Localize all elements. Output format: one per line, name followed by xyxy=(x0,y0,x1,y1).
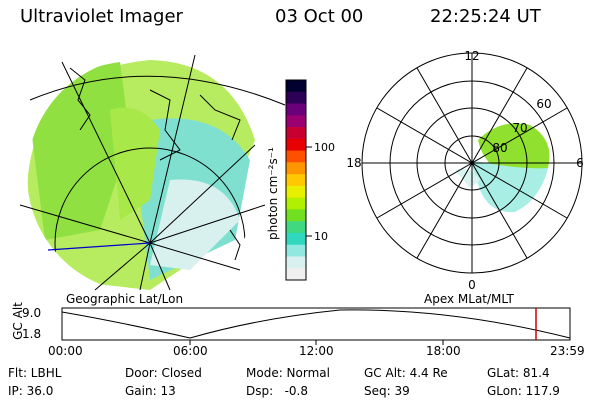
mlat-label-60: 60 xyxy=(536,97,551,111)
geographic-caption: Geographic Lat/Lon xyxy=(66,292,184,306)
mlt-label-6: 6 xyxy=(576,156,584,170)
colorbar-band xyxy=(286,185,306,199)
observation-date: 03 Oct 00 xyxy=(275,6,364,27)
colorbar-band xyxy=(286,256,306,269)
colorbar-band xyxy=(286,162,306,175)
colorbar-band xyxy=(286,150,306,163)
glon-status: GLon: 117.9 xyxy=(487,384,560,398)
apex-caption: Apex MLat/MLT xyxy=(424,292,514,306)
colorbar-frame xyxy=(285,79,307,281)
geographic-aurora-image xyxy=(27,57,263,293)
timeline-xtick-2359: 23:59 xyxy=(550,344,585,358)
colorbar-band xyxy=(286,232,306,246)
colorbar-band xyxy=(286,221,306,234)
seq-status: Seq: 39 xyxy=(364,384,410,398)
door-status: Door: Closed xyxy=(125,366,202,380)
mlat-label-80: 80 xyxy=(492,141,507,155)
colorbar-band xyxy=(286,244,306,257)
colorbar-band xyxy=(286,115,306,128)
colorbar-band xyxy=(286,91,306,105)
colorbar-band xyxy=(286,80,306,93)
colorbar-band xyxy=(286,209,306,222)
ip-status: IP: 36.0 xyxy=(8,384,54,398)
satellite-track-line xyxy=(47,242,151,251)
colorbar-band xyxy=(286,174,306,187)
timeline-ytick-low: 1.8 xyxy=(22,327,42,341)
colorbar xyxy=(286,80,306,281)
colorbar-band xyxy=(286,138,306,152)
colorbar-band xyxy=(286,103,306,116)
timeline-xtick-0600: 06:00 xyxy=(173,344,208,358)
mlt-label-12: 12 xyxy=(464,49,479,63)
colorbar-label: photon cm⁻²s⁻¹ xyxy=(266,147,280,240)
colorbar-band xyxy=(286,268,306,281)
colorbar-band xyxy=(286,127,306,140)
instrument-title: Ultraviolet Imager xyxy=(20,6,183,27)
colorbar-tick-10: 10 xyxy=(314,230,328,243)
geographic-grid xyxy=(19,54,286,293)
dsp-status: Dsp: -0.8 xyxy=(246,384,309,398)
timeline-xtick-1800: 18:00 xyxy=(426,344,461,358)
mlt-label-0: 0 xyxy=(468,278,476,292)
mode-status: Mode: Normal xyxy=(246,366,330,380)
mlt-label-18: 18 xyxy=(346,156,361,170)
timeline-xtick-1200: 12:00 xyxy=(299,344,334,358)
observation-time: 22:25:24 UT xyxy=(430,6,541,27)
mlat-label-70: 70 xyxy=(512,121,527,135)
gcalt-status: GC Alt: 4.4 Re xyxy=(364,366,448,380)
polar-grid xyxy=(361,52,583,274)
timeline-xtick-0000: 00:00 xyxy=(48,344,83,358)
glat-status: GLat: 81.4 xyxy=(487,366,550,380)
altitude-timeline xyxy=(61,307,571,345)
colorbar-tick-100: 100 xyxy=(314,141,335,154)
filter-status: Flt: LBHL xyxy=(8,366,62,380)
colorbar-band xyxy=(286,197,306,210)
timeline-ytick-high: 9.0 xyxy=(22,306,42,320)
gain-status: Gain: 13 xyxy=(125,384,176,398)
